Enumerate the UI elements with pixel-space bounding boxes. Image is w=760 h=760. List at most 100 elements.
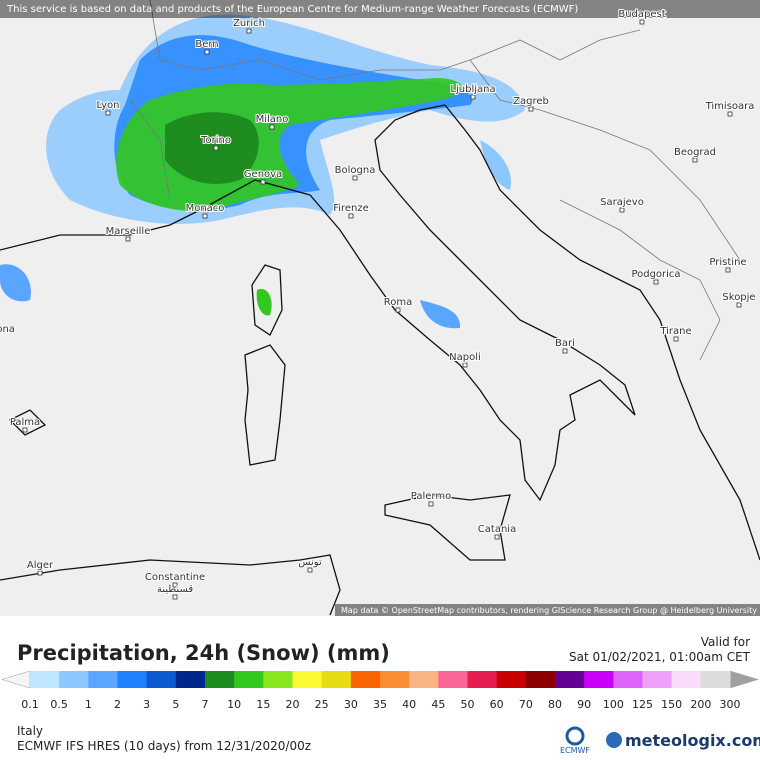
legend-tick-label: 300 <box>720 698 741 711</box>
city-label: Palma <box>10 417 40 428</box>
legend-tick-label: 10 <box>227 698 241 711</box>
legend-tick-label: 125 <box>632 698 653 711</box>
city-label: Bern <box>195 39 218 50</box>
city-label: Roma <box>384 297 413 308</box>
header-band <box>0 0 760 18</box>
legend: 0.1 0.5 1 2 3 5 7 10 15 20 25 30 35 40 45 50 60 70 80 90 100… <box>1 670 759 711</box>
legend-swatch <box>292 671 323 688</box>
city-dot <box>172 582 178 588</box>
city-label: Tirane <box>659 326 691 337</box>
city-label: Marseille <box>106 226 151 237</box>
legend-tick-label: 70 <box>519 698 533 711</box>
city-dot <box>246 28 252 34</box>
legend-tick-label: 2 <box>114 698 121 711</box>
legend-swatch <box>642 671 673 688</box>
legend-tick-label: 1 <box>85 698 92 711</box>
legend-tick-label: 45 <box>431 698 445 711</box>
city-dot <box>172 594 178 600</box>
city-dot <box>22 427 28 433</box>
city-dot <box>105 110 111 116</box>
city-label: Bologna <box>335 165 376 176</box>
coastlines <box>0 104 760 616</box>
city-dot <box>470 94 476 100</box>
legend-swatch <box>146 671 177 688</box>
city-dot <box>260 179 266 185</box>
city-dot <box>653 279 659 285</box>
city-label: Barcelona <box>0 324 15 335</box>
city-label: Pristine <box>709 257 746 268</box>
legend-swatch <box>59 671 89 688</box>
legend-swatch <box>321 671 352 688</box>
legend-tick-label: 0.5 <box>50 698 68 711</box>
city-dot <box>528 106 534 112</box>
legend-tick-label: 0.1 <box>21 698 39 711</box>
city-dot <box>736 302 742 308</box>
legend-tick-label: 60 <box>490 698 504 711</box>
legend-tick-label: 100 <box>603 698 624 711</box>
city-dot <box>395 307 401 313</box>
notice: This service is based on data and produc… <box>6 4 578 15</box>
legend-tick-label: 3 <box>143 698 150 711</box>
city-label: Budapest <box>618 9 665 20</box>
legend-swatch <box>438 671 468 688</box>
city-label: Ljubljana <box>450 84 495 95</box>
legend-tick-label: 30 <box>344 698 358 711</box>
legend-swatch <box>496 671 527 688</box>
legend-swatch <box>555 671 585 688</box>
city-dot <box>562 348 568 354</box>
region: Italy <box>17 724 43 738</box>
city-dot <box>692 157 698 163</box>
legend-swatch <box>467 671 498 688</box>
city-dot <box>307 567 313 573</box>
city-label: Bari <box>555 338 575 349</box>
legend-swatch <box>409 671 439 688</box>
city-dot <box>428 501 434 507</box>
legend-tick-label: 80 <box>548 698 562 711</box>
precipitation <box>0 14 526 329</box>
legend-tick-label: 150 <box>661 698 682 711</box>
city-label: Monaco <box>186 203 225 214</box>
city-label: Genova <box>244 169 282 180</box>
legend-swatch <box>613 671 643 688</box>
city-dot <box>673 336 679 342</box>
legend-tick-label: 40 <box>402 698 416 711</box>
city-dot <box>352 175 358 181</box>
city-label: Torino <box>200 135 231 146</box>
valid-time: Sat 01/02/2021, 01:00am CET <box>569 650 751 664</box>
city-dot <box>202 213 208 219</box>
legend-swatch <box>350 671 381 688</box>
city-label: Catania <box>478 524 516 535</box>
city-dot <box>494 534 500 540</box>
city-label: Constantine <box>145 572 205 583</box>
legend-swatch <box>671 671 702 688</box>
city-label: تونس <box>298 557 322 568</box>
city-label: Timisoara <box>705 101 755 112</box>
legend-swatch <box>380 671 410 688</box>
city-dot <box>204 49 210 55</box>
city-label: Podgorica <box>631 269 680 280</box>
city-label: Milano <box>256 114 289 125</box>
ecmwf-logo: ECMWF <box>560 746 590 755</box>
city-label: Zagreb <box>513 96 549 107</box>
city-dot <box>269 124 275 130</box>
legend-tick-label: 25 <box>315 698 329 711</box>
city-label: Palermo <box>411 491 451 502</box>
legend-swatch <box>584 671 614 688</box>
meteologix-icon <box>606 732 622 748</box>
city-dot <box>125 236 131 242</box>
city-dot <box>37 570 43 576</box>
city-label: Sarajevo <box>600 197 644 208</box>
legend-tick-label: 7 <box>202 698 209 711</box>
city-label: Alger <box>27 560 54 571</box>
city-label: Zurich <box>233 18 265 29</box>
legend-swatch <box>263 671 293 688</box>
legend-tick-label: 15 <box>256 698 270 711</box>
attribution-band <box>335 604 760 616</box>
legend-tick-label: 20 <box>286 698 300 711</box>
city-dot <box>725 267 731 273</box>
city-dot <box>462 362 468 368</box>
attribution: Map data © OpenStreetMap contributors, r… <box>341 606 757 615</box>
legend-tick-label: 200 <box>690 698 711 711</box>
ecmwf-icon <box>565 726 585 746</box>
